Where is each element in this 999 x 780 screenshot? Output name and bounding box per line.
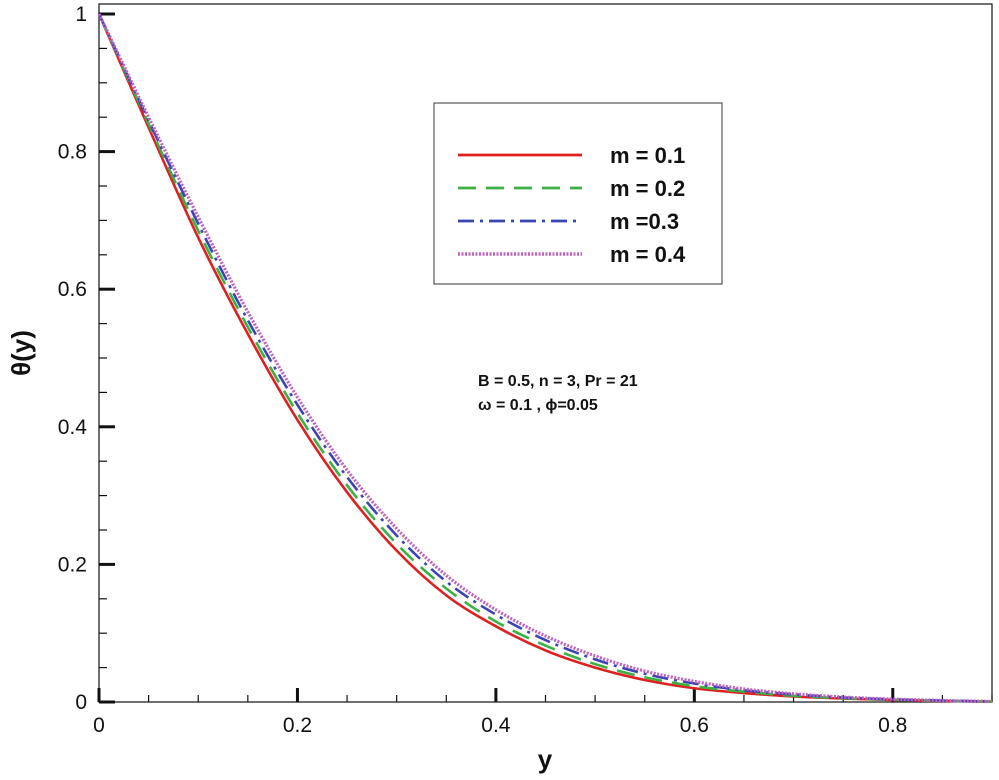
legend-label-3: m =0.3: [610, 209, 679, 234]
legend-label-1: m = 0.1: [610, 143, 685, 168]
y-tick-label: 0: [75, 691, 87, 714]
legend: m = 0.1 m = 0.2 m =0.3 m = 0.4: [433, 102, 723, 285]
series-group: [97, 13, 993, 704]
x-tick-label: 0: [93, 714, 105, 737]
x-tick-label: 0.2: [283, 714, 312, 737]
tick-labels: 0 0.2 0.4 0.6 0.8 0 0.2 0.4 0.6 0.8 1: [58, 3, 908, 737]
y-tick-label: 0.2: [58, 553, 87, 576]
series-line-3: [97, 13, 993, 703]
x-tick-label: 0.8: [878, 714, 907, 737]
y-tick-label: 1: [75, 3, 87, 26]
y-tick-label: 0.4: [58, 416, 88, 439]
annotation-line-1: B = 0.5, n = 3, Pr = 21: [478, 373, 638, 390]
y-tick-label: 0.6: [58, 278, 87, 301]
series-line-2: [97, 13, 993, 703]
series-line-4: [97, 13, 993, 704]
axis-ticks: [97, 12, 993, 704]
x-tick-label: 0.4: [481, 714, 511, 737]
annotation-line-2: ω = 0.1 , ϕ=0.05: [478, 397, 598, 414]
x-axis-title: y: [538, 744, 553, 774]
series-line-1: [97, 13, 993, 703]
annotation: B = 0.5, n = 3, Pr = 21 ω = 0.1 , ϕ=0.05: [478, 373, 638, 414]
legend-label-2: m = 0.2: [610, 176, 685, 201]
y-axis-title: θ(y): [6, 330, 36, 376]
legend-items: m = 0.1 m = 0.2 m =0.3 m = 0.4: [458, 143, 686, 267]
legend-label-4: m = 0.4: [610, 242, 686, 267]
x-tick-label: 0.6: [680, 714, 709, 737]
y-tick-label: 0.8: [58, 141, 87, 164]
